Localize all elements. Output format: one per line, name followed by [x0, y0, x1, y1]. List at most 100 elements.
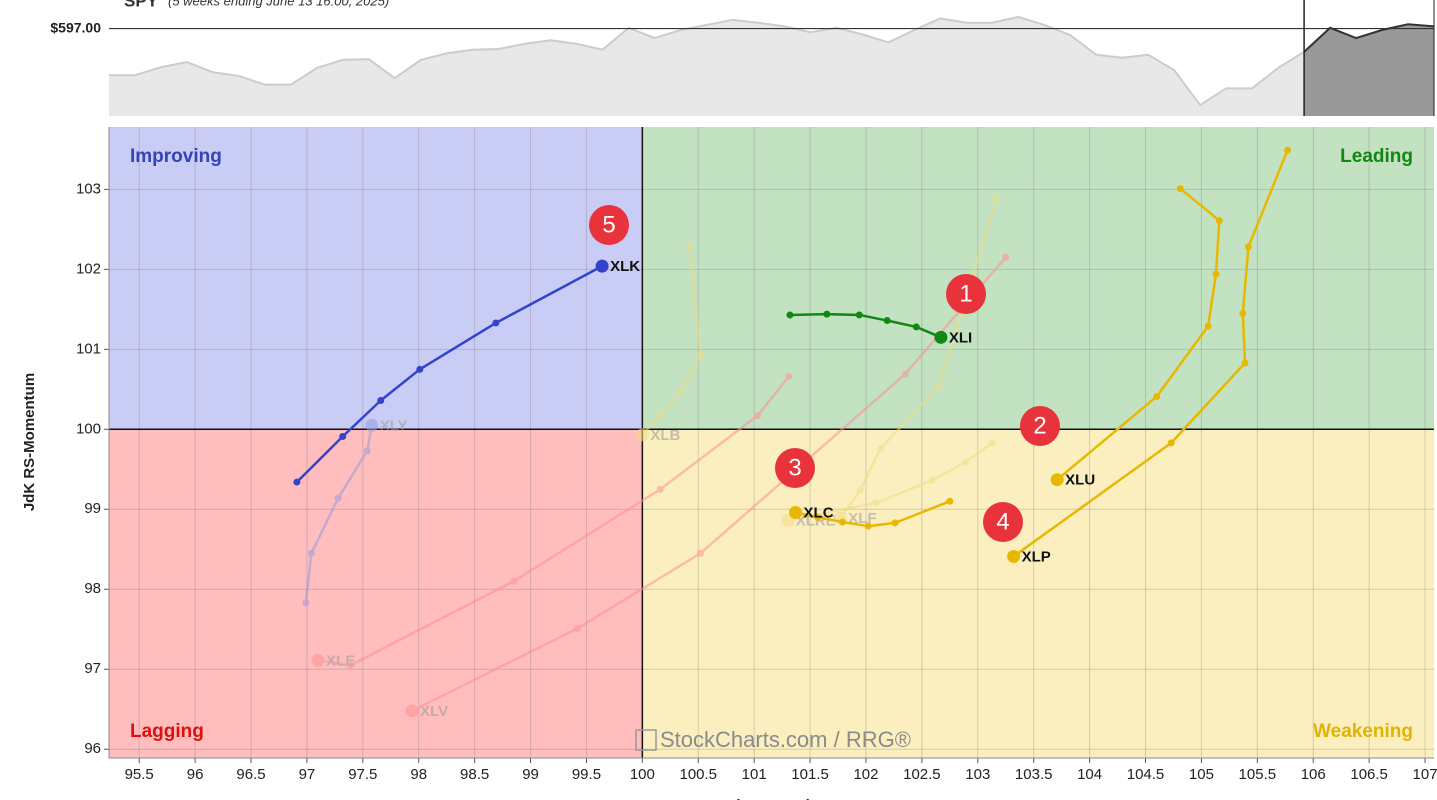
y-tick-label: 98: [84, 580, 101, 597]
tail-point: [1212, 270, 1220, 278]
tail-point: [993, 194, 1001, 202]
tail-head: [635, 428, 649, 442]
tail-point: [754, 412, 762, 420]
tail-point: [928, 476, 936, 484]
annotation-text: 4: [996, 508, 1009, 535]
tail-line: [789, 312, 942, 339]
tail-point: [961, 458, 969, 466]
x-tick-label: 95.5: [125, 766, 154, 783]
x-tick-label: 101: [742, 766, 767, 783]
tail-point: [676, 389, 684, 397]
series: XLB: [635, 241, 704, 444]
series-label: XLF: [848, 510, 876, 527]
quadrant: [109, 429, 643, 758]
tail-point: [883, 317, 891, 325]
series-label: XLRE: [796, 512, 836, 529]
series: XLRE: [781, 439, 996, 529]
annotation-text: 3: [788, 454, 801, 481]
tail-point: [823, 310, 831, 318]
x-tick-label: 96: [187, 766, 204, 783]
tail-point: [1167, 439, 1175, 447]
tail-point: [814, 513, 822, 521]
x-tick-label: 106: [1301, 766, 1326, 783]
series-label: XLV: [420, 703, 448, 720]
series-label: XLC: [804, 504, 834, 521]
x-tick-label: 97: [299, 766, 316, 783]
tail-line: [317, 375, 790, 667]
tail-head: [405, 704, 419, 718]
series-label: XLU: [1065, 472, 1095, 489]
x-tick-label: 99: [522, 766, 539, 783]
series-label: XLY: [380, 417, 408, 434]
x-tick-label: 96.5: [236, 766, 265, 783]
series: XLK: [293, 258, 640, 486]
benchmark-area: [109, 16, 1305, 117]
tail-point: [1244, 243, 1252, 251]
series: XLU: [1050, 185, 1223, 489]
annotation-text: 2: [1033, 412, 1046, 439]
x-tick-label: 100: [630, 766, 655, 783]
tail-point: [1284, 146, 1292, 154]
tail-head: [781, 513, 795, 527]
x-tick-label: 102.5: [903, 766, 941, 783]
benchmark-highlight-line: [1303, 23, 1435, 53]
tail-head: [365, 418, 379, 432]
benchmark-title: SPY: [124, 0, 159, 10]
quadrant-label: Lagging: [130, 721, 204, 742]
tail-line: [1056, 187, 1221, 481]
tail-head: [1007, 549, 1021, 563]
y-tick-label: 99: [84, 500, 101, 517]
quadrant: [109, 127, 643, 430]
tail-point: [786, 311, 794, 319]
annotation-text: 5: [602, 211, 615, 238]
watermark: StockCharts.com / RRG®: [660, 727, 911, 752]
y-axis-label: JdK RS-Momentum: [21, 373, 38, 511]
tail-line: [295, 265, 603, 483]
tail-point: [293, 478, 301, 486]
x-axis-label: JdK RS-Ratio: [723, 797, 819, 800]
tail-head: [595, 259, 609, 273]
quadrant-label: Leading: [1340, 146, 1413, 167]
tail-point: [901, 370, 909, 378]
annotation-badge: [775, 448, 815, 488]
series: XLY: [302, 417, 408, 607]
annotation-badge: [1020, 406, 1060, 446]
x-tick-label: 99.5: [572, 766, 601, 783]
series-label: XLP: [1022, 548, 1051, 565]
tail-point: [416, 365, 424, 373]
tail-point: [656, 485, 664, 493]
quadrant-label: Improving: [130, 146, 222, 167]
series: XLC: [789, 497, 954, 530]
tail-point: [1153, 393, 1161, 401]
series-label: XLK: [610, 258, 640, 275]
annotation-badge: [946, 274, 986, 314]
y-tick-label: 96: [84, 740, 101, 757]
tail-point: [307, 549, 315, 557]
x-tick-label: 104: [1077, 766, 1102, 783]
quadrant-label: Weakening: [1313, 721, 1413, 742]
x-tick-label: 98: [410, 766, 427, 783]
tail-point: [912, 323, 920, 331]
tail-line: [795, 500, 951, 528]
tail-line: [1012, 149, 1289, 558]
quadrant: [642, 127, 1434, 430]
tail-point: [877, 444, 885, 452]
tail-point: [696, 351, 704, 359]
reference-label: $597.00: [50, 19, 101, 35]
tail-point: [339, 433, 347, 441]
benchmark-highlight-area: [1304, 24, 1434, 117]
tail-point: [864, 522, 872, 530]
tail-point: [656, 411, 664, 419]
series-label: XLI: [949, 329, 972, 346]
tail-head: [311, 653, 325, 667]
quadrant: [642, 429, 1434, 758]
tail-point: [685, 241, 693, 249]
x-tick-label: 100.5: [679, 766, 717, 783]
tail-point: [334, 494, 342, 502]
tail-point: [946, 497, 954, 505]
tail-point: [302, 599, 310, 607]
annotation-text: 1: [959, 280, 972, 307]
tail-point: [377, 397, 385, 405]
